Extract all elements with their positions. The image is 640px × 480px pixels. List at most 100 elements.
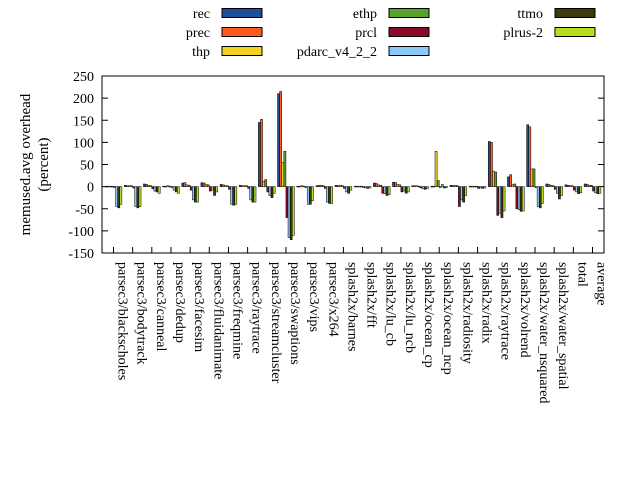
bar-ttmo xyxy=(136,186,140,209)
legend-label: ttmo xyxy=(517,7,543,22)
bar-pdarc_v4_2_2 xyxy=(556,186,559,194)
bar-prec xyxy=(547,184,551,187)
bar-plrus-2 xyxy=(560,186,563,196)
bar-ethp xyxy=(168,185,172,188)
y-tick-label: -50 xyxy=(75,203,94,218)
bar-ethp xyxy=(111,185,114,188)
bar-plrus-2 xyxy=(157,186,161,194)
x-category-label: parsec3/dedup xyxy=(172,262,187,343)
bar-prec xyxy=(394,182,397,187)
bar-ethp xyxy=(360,185,363,188)
x-category-label: splash2x/radiosity xyxy=(459,262,474,364)
bar-rec xyxy=(315,185,319,187)
bar-plrus-2 xyxy=(579,186,582,194)
x-category-label: total xyxy=(574,262,589,287)
x-category-label: parsec3/canneal xyxy=(153,262,168,351)
bar-thp xyxy=(224,185,227,187)
bar-rec xyxy=(143,183,146,187)
bar-prec xyxy=(585,184,589,187)
bar-rec xyxy=(334,185,338,187)
bar-prec xyxy=(106,185,110,188)
bar-ethp xyxy=(187,185,191,187)
bar-prec xyxy=(317,185,321,187)
bar-thp xyxy=(396,184,400,187)
bar-ttmo xyxy=(117,186,121,209)
bar-pdarc_v4_2_2 xyxy=(134,186,138,207)
bar-ethp xyxy=(283,150,287,187)
bar-thp xyxy=(204,184,208,187)
legend-swatch-prcl xyxy=(388,27,430,37)
bar-ttmo xyxy=(558,186,561,200)
bar-rec xyxy=(162,185,165,188)
bar-prcl xyxy=(228,186,231,190)
bar-rec xyxy=(277,93,280,187)
bar-ethp xyxy=(494,171,497,187)
bar-ethp xyxy=(570,185,574,187)
bar-pdarc_v4_2_2 xyxy=(364,186,368,189)
x-category-label: parsec3/streamcluster xyxy=(268,262,283,384)
bar-ttmo xyxy=(366,186,370,189)
legend-label: rec xyxy=(193,7,210,22)
legend-label: ethp xyxy=(353,7,377,22)
bar-pdarc_v4_2_2 xyxy=(441,184,444,187)
y-tick-label: -100 xyxy=(68,225,94,240)
bar-rec xyxy=(468,185,472,188)
bar-ttmo xyxy=(270,186,274,198)
bar-plrus-2 xyxy=(349,186,353,191)
bar-ethp xyxy=(264,179,268,187)
legend-swatch-ttmo xyxy=(554,8,596,18)
bar-pdarc_v4_2_2 xyxy=(268,186,272,196)
bar-thp xyxy=(492,170,495,187)
bar-thp xyxy=(300,185,304,187)
bar-thp xyxy=(588,185,591,187)
x-category-label: splash2x/ocean_ncp xyxy=(440,262,455,375)
x-axis-labels: parsec3/blackscholes parsec3/bodytrack par… xyxy=(114,262,608,404)
bar-ttmo xyxy=(404,186,408,194)
bar-ethp xyxy=(513,183,517,187)
legend-label: prcl xyxy=(355,26,377,41)
bar-ttmo xyxy=(251,186,255,203)
bar-prec xyxy=(336,185,340,187)
bar-ethp xyxy=(417,185,421,188)
y-tick-label: 250 xyxy=(73,70,94,85)
bar-thp xyxy=(415,185,419,187)
bar-rec xyxy=(238,185,242,187)
bar-prec xyxy=(566,185,570,187)
bar-prcl xyxy=(592,186,595,192)
bar-plrus-2 xyxy=(502,186,506,212)
x-category-label: parsec3/freqmine xyxy=(229,262,244,359)
legend: rec prec thp ethp prcl pdarc_v4_2_2 ttmo plrus-… xyxy=(186,7,596,60)
bar-thp xyxy=(166,185,170,187)
y-tick-label: -150 xyxy=(68,247,94,262)
bar-pdarc_v4_2_2 xyxy=(211,186,214,191)
bar-pdarc_v4_2_2 xyxy=(345,186,348,193)
legend-label: plrus-2 xyxy=(503,26,543,41)
x-category-label: splash2x/raytrace xyxy=(498,262,513,360)
bar-ttmo xyxy=(538,186,542,209)
bar-prcl xyxy=(189,186,193,191)
legend-swatch-thp xyxy=(221,46,263,56)
bar-prec xyxy=(221,184,225,187)
bar-prec xyxy=(183,182,187,187)
x-category-label: parsec3/facesim xyxy=(191,262,206,352)
bar-prcl xyxy=(438,186,442,188)
bar-prcl xyxy=(381,186,385,194)
bar-thp xyxy=(262,181,265,187)
bar-pdarc_v4_2_2 xyxy=(575,186,578,193)
x-category-label: parsec3/raytrace xyxy=(249,262,264,354)
bar-pdarc_v4_2_2 xyxy=(421,186,425,190)
bar-ethp xyxy=(206,184,210,187)
bar-ttmo xyxy=(462,186,465,203)
y-axis-title-line: memused.avg overhead xyxy=(18,93,34,235)
bar-thp xyxy=(434,150,438,187)
bar-thp xyxy=(358,185,361,188)
bar-rec xyxy=(353,185,357,188)
bar-ethp xyxy=(551,185,555,187)
bar-pdarc_v4_2_2 xyxy=(153,186,157,192)
bar-prec xyxy=(451,185,455,187)
x-category-label: splash2x/radix xyxy=(479,262,494,344)
bar-thp xyxy=(281,162,285,187)
bar-prec xyxy=(279,91,282,187)
bar-plrus-2 xyxy=(253,186,257,203)
bar-prec xyxy=(375,183,378,187)
